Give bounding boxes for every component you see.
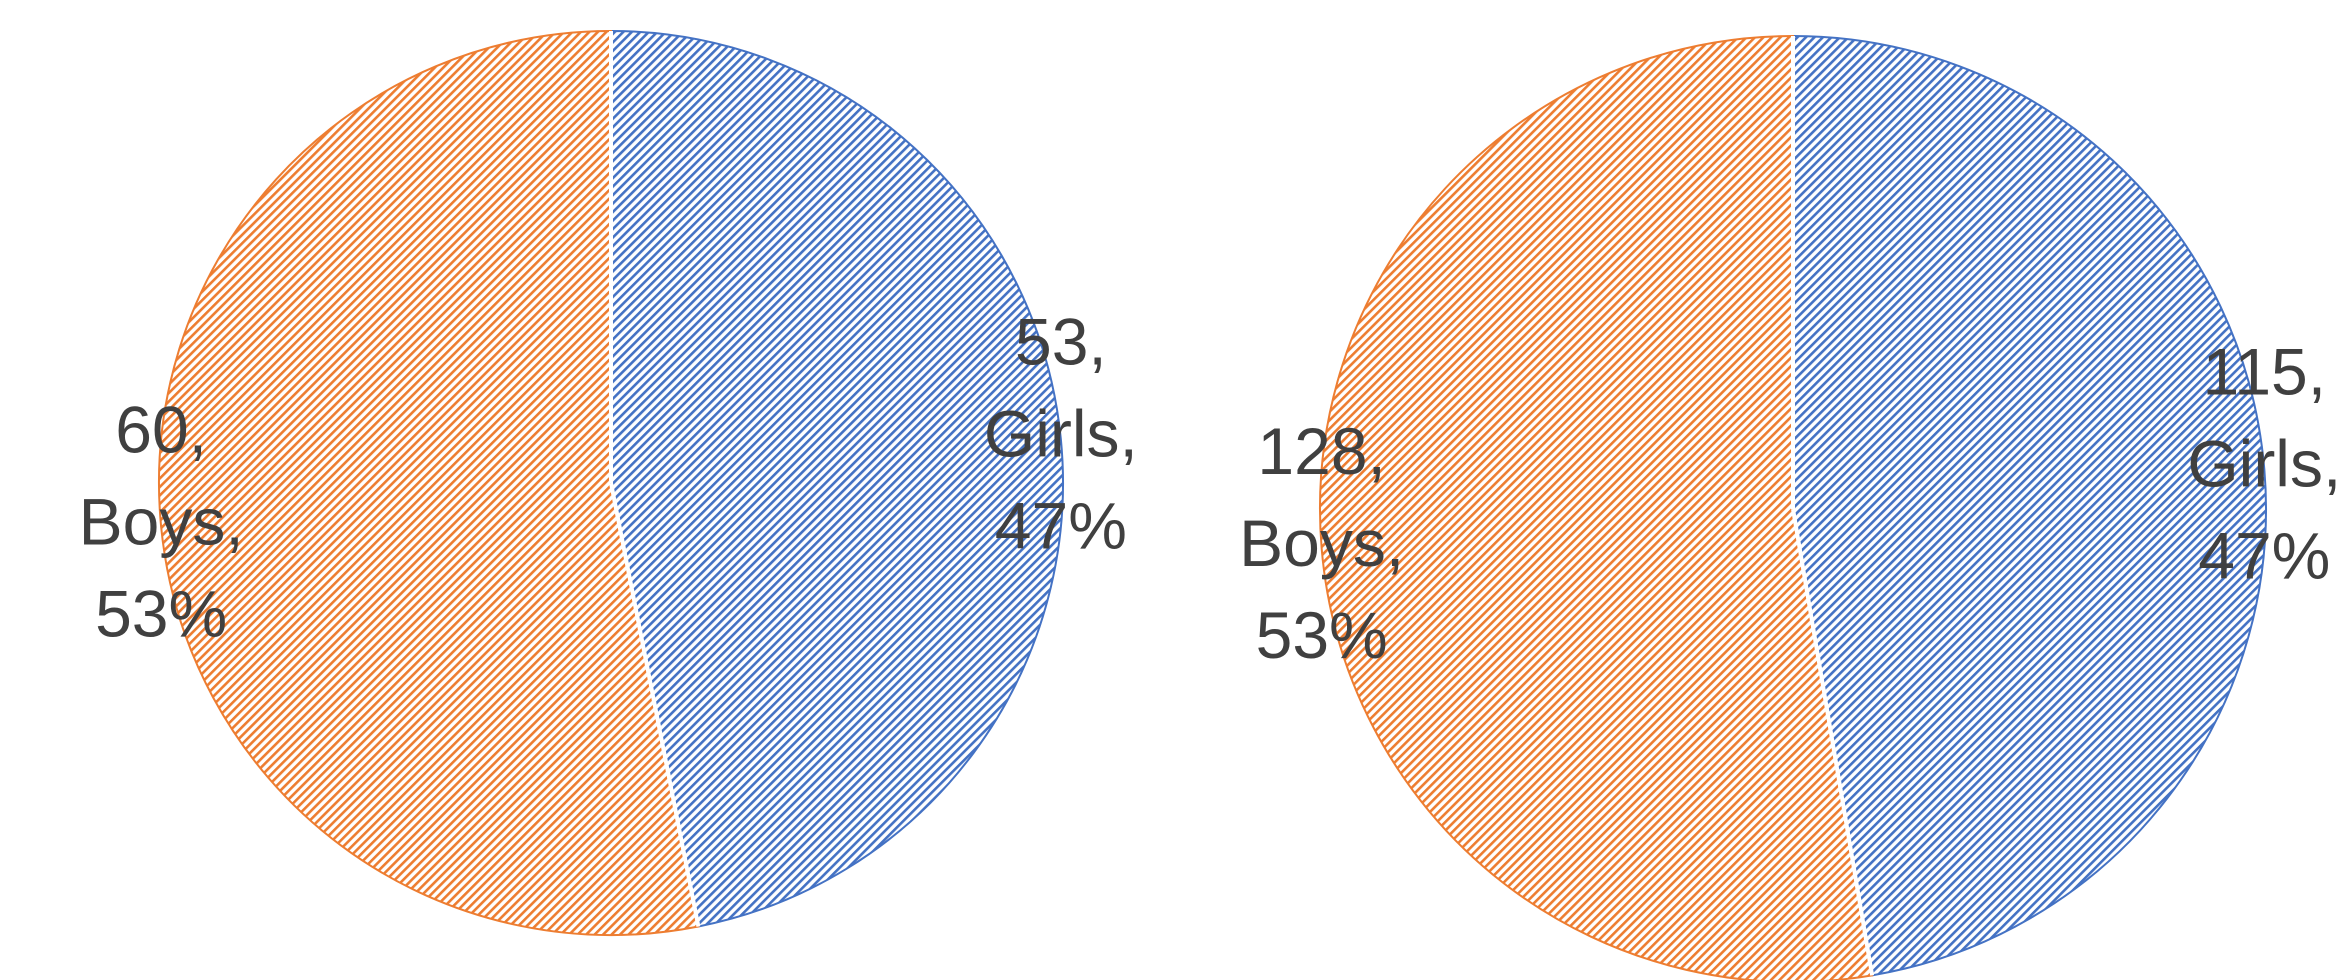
data-label: 47% bbox=[995, 489, 1127, 563]
slice-border bbox=[1791, 508, 1875, 976]
data-label: 115, bbox=[2203, 335, 2327, 409]
data-label: Girls, bbox=[2187, 427, 2341, 501]
data-label: 60, bbox=[115, 392, 207, 466]
data-label: Boys, bbox=[1239, 506, 1404, 580]
pie-slice bbox=[1319, 34, 1874, 980]
slice-border bbox=[609, 482, 701, 927]
data-label: 53% bbox=[1256, 598, 1388, 672]
data-label: 53, bbox=[1015, 305, 1107, 379]
data-label: 47% bbox=[2198, 519, 2330, 593]
pie-slice bbox=[610, 29, 1064, 928]
pie-slice bbox=[158, 29, 700, 936]
pie-slice bbox=[1792, 34, 2267, 977]
data-label: Boys, bbox=[79, 484, 244, 558]
data-label: 128, bbox=[1257, 414, 1385, 488]
data-label: 53% bbox=[95, 576, 227, 650]
data-label: Girls, bbox=[984, 397, 1138, 471]
